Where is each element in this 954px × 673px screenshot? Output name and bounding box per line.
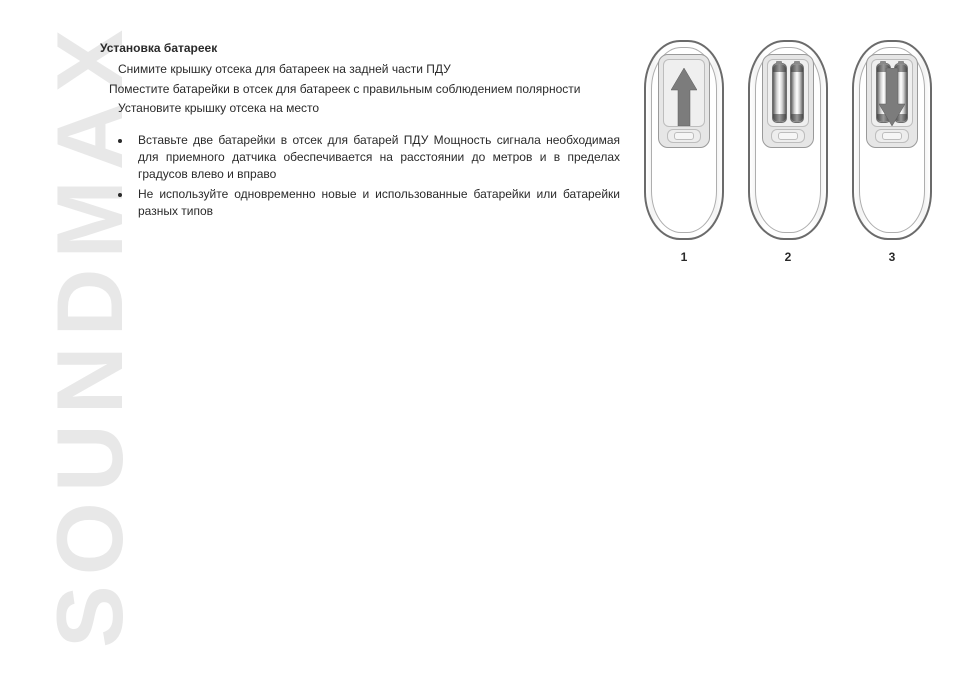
figure-label: 3 — [889, 250, 896, 264]
notes-list: Вставьте две батарейки в отсек для батар… — [132, 132, 620, 221]
bay-latch — [771, 129, 805, 143]
figure-2: 2 — [742, 40, 834, 264]
arrow-down-icon — [879, 68, 905, 126]
step-3: Установите крышку отсека на место — [100, 100, 620, 117]
arrow-up-icon — [671, 68, 697, 126]
figure-row: 1 2 — [638, 40, 938, 264]
figure-1: 1 — [638, 40, 730, 264]
battery-bay — [762, 54, 814, 148]
battery-icon — [790, 63, 805, 123]
figure-label: 1 — [681, 250, 688, 264]
remote-illustration — [748, 40, 828, 240]
batteries — [772, 63, 804, 123]
section-heading: Установка батареек — [100, 40, 620, 57]
note-item: Не используйте одновременно новые и испо… — [132, 186, 620, 221]
note-item: Вставьте две батарейки в отсек для батар… — [132, 132, 620, 184]
figure-label: 2 — [785, 250, 792, 264]
bay-latch — [875, 129, 909, 143]
step-2: Поместите батарейки в отсек для батареек… — [100, 81, 620, 98]
battery-icon — [772, 63, 787, 123]
figure-3: 3 — [846, 40, 938, 264]
remote-illustration — [852, 40, 932, 240]
step-1: Снимите крышку отсека для батареек на за… — [100, 61, 620, 78]
text-column: Установка батареек Снимите крышку отсека… — [100, 40, 620, 223]
bay-latch — [667, 129, 701, 143]
remote-illustration — [644, 40, 724, 240]
